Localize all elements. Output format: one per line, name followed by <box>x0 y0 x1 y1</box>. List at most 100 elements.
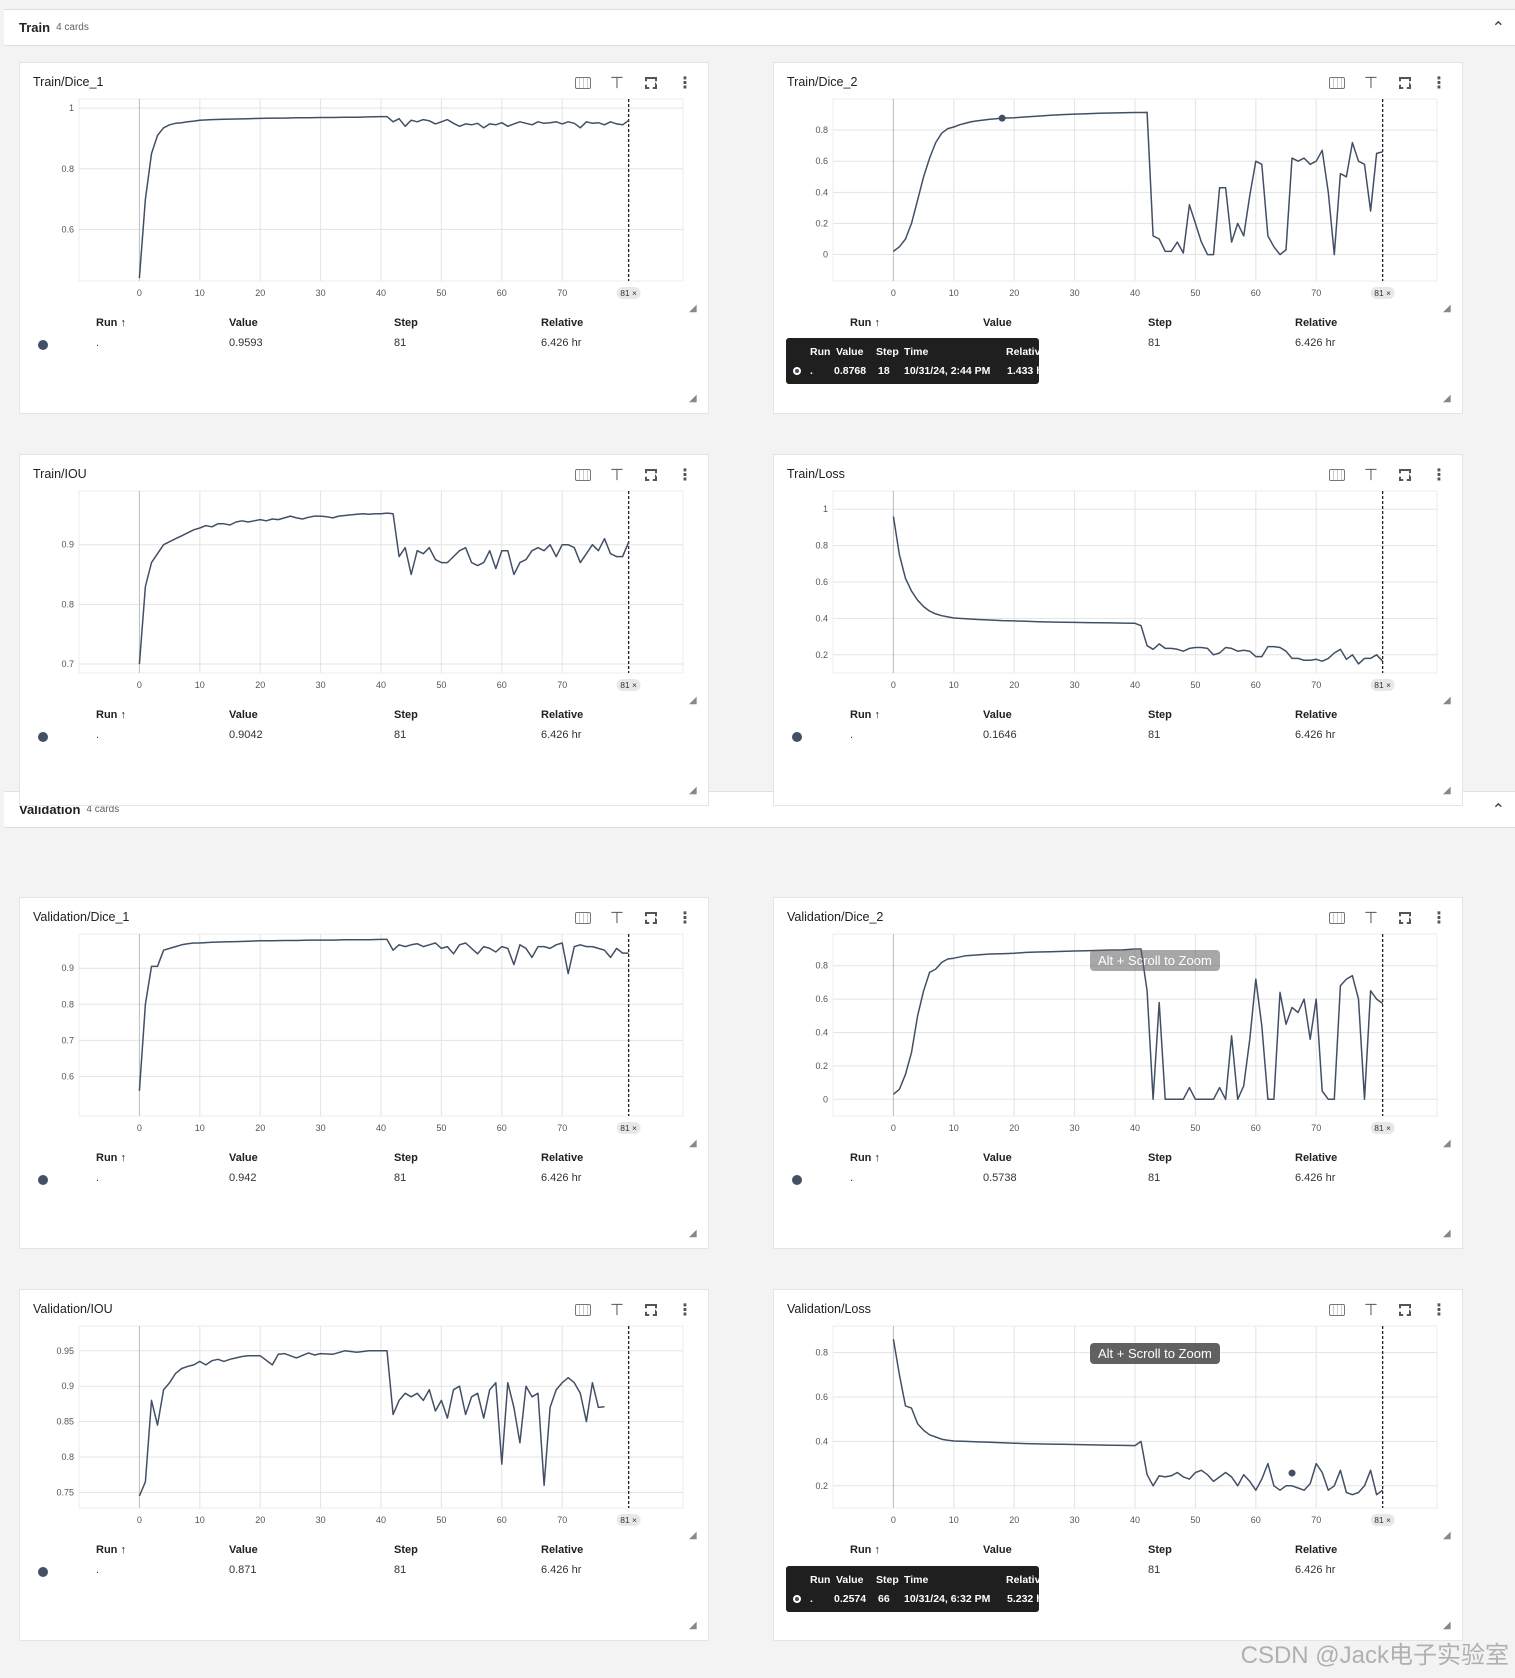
run-color-dot-icon <box>38 1175 48 1185</box>
y-tick-label: 0.8 <box>61 599 74 609</box>
col-value[interactable]: Value <box>229 1544 258 1556</box>
tooltip-run-dot-icon <box>793 1595 801 1603</box>
chart-resize-handle-icon[interactable]: ◢ <box>689 695 697 706</box>
run-table-header: Run ↑ Value Step Relative <box>20 317 708 333</box>
col-run[interactable]: Run ↑ <box>96 709 126 721</box>
run-value: 0.871 <box>229 1564 257 1576</box>
col-step[interactable]: Step <box>1148 1152 1172 1164</box>
chart-resize-handle-icon[interactable]: ◢ <box>689 303 697 314</box>
more-options-icon[interactable]: ⋮ <box>1431 1302 1447 1319</box>
pin-icon[interactable]: ⊤ <box>610 1302 624 1319</box>
col-run[interactable]: Run ↑ <box>96 1152 126 1164</box>
col-value[interactable]: Value <box>983 317 1012 329</box>
toggle-data-button[interactable] <box>1326 73 1348 93</box>
series-line <box>892 1339 1384 1496</box>
col-step[interactable]: Step <box>1148 1544 1172 1556</box>
pin-icon[interactable]: ⊤ <box>610 75 624 92</box>
card-resize-handle-icon[interactable]: ◢ <box>1443 1620 1451 1631</box>
expand-icon <box>1399 469 1411 481</box>
col-run[interactable]: Run ↑ <box>96 1544 126 1556</box>
toggle-data-button[interactable] <box>1326 908 1348 928</box>
col-step[interactable]: Step <box>394 1152 418 1164</box>
col-run[interactable]: Run ↑ <box>850 317 880 329</box>
card-resize-handle-icon[interactable]: ◢ <box>689 393 697 404</box>
run-row: . 0.9593 81 6.426 hr <box>20 337 708 353</box>
col-run[interactable]: Run ↑ <box>96 317 126 329</box>
chart-resize-handle-icon[interactable]: ◢ <box>689 1530 697 1541</box>
col-relative[interactable]: Relative <box>541 709 584 721</box>
more-options-icon[interactable]: ⋮ <box>1431 75 1447 92</box>
collapse-chevron-icon[interactable]: ⌃ <box>1491 802 1505 819</box>
col-value[interactable]: Value <box>229 317 258 329</box>
col-step[interactable]: Step <box>394 317 418 329</box>
more-options-icon[interactable]: ⋮ <box>677 1302 693 1319</box>
toggle-data-button[interactable] <box>1326 1300 1348 1320</box>
x-tick-label: 40 <box>376 1123 386 1133</box>
chart-resize-handle-icon[interactable]: ◢ <box>1443 1138 1451 1149</box>
chart-resize-handle-icon[interactable]: ◢ <box>1443 1530 1451 1541</box>
toggle-data-button[interactable] <box>1326 465 1348 485</box>
card-resize-handle-icon[interactable]: ◢ <box>689 1620 697 1631</box>
col-value[interactable]: Value <box>229 1152 258 1164</box>
chart-resize-handle-icon[interactable]: ◢ <box>689 1138 697 1149</box>
col-relative[interactable]: Relative <box>541 317 584 329</box>
pin-icon[interactable]: ⊤ <box>1364 910 1378 927</box>
chart-resize-handle-icon[interactable]: ◢ <box>1443 303 1451 314</box>
tooltip-run-header: Run <box>810 346 831 358</box>
series-line <box>138 512 630 665</box>
section-header-train[interactable]: Train 4 cards ⌃ <box>4 9 1515 46</box>
col-value[interactable]: Value <box>983 1544 1012 1556</box>
more-options-icon[interactable]: ⋮ <box>677 467 693 484</box>
chart-resize-handle-icon[interactable]: ◢ <box>1443 695 1451 706</box>
card-resize-handle-icon[interactable]: ◢ <box>689 785 697 796</box>
col-step[interactable]: Step <box>1148 709 1172 721</box>
col-relative[interactable]: Relative <box>541 1544 584 1556</box>
pin-icon[interactable]: ⊤ <box>1364 75 1378 92</box>
more-options-icon[interactable]: ⋮ <box>1431 467 1447 484</box>
col-relative[interactable]: Relative <box>1295 709 1338 721</box>
card-resize-handle-icon[interactable]: ◢ <box>1443 785 1451 796</box>
col-step[interactable]: Step <box>394 709 418 721</box>
more-options-icon[interactable]: ⋮ <box>677 75 693 92</box>
more-options-icon[interactable]: ⋮ <box>677 910 693 927</box>
fullscreen-button[interactable] <box>640 73 662 93</box>
fullscreen-button[interactable] <box>1394 465 1416 485</box>
line-chart: 0.2 0.4 0.6 0.8 0 10 20 30 40 50 60 70 81 × <box>815 1325 1438 1526</box>
card-resize-handle-icon[interactable]: ◢ <box>1443 1228 1451 1239</box>
fullscreen-button[interactable] <box>1394 1300 1416 1320</box>
col-value[interactable]: Value <box>229 709 258 721</box>
pin-icon[interactable]: ⊤ <box>1364 467 1378 484</box>
data-table-icon <box>575 912 591 924</box>
series-line <box>138 938 629 1091</box>
col-step[interactable]: Step <box>394 1544 418 1556</box>
col-step[interactable]: Step <box>1148 317 1172 329</box>
pin-icon[interactable]: ⊤ <box>1364 1302 1378 1319</box>
fullscreen-button[interactable] <box>1394 908 1416 928</box>
col-value[interactable]: Value <box>983 709 1012 721</box>
y-tick-label: 0.6 <box>815 994 828 1004</box>
fullscreen-button[interactable] <box>640 908 662 928</box>
col-value[interactable]: Value <box>983 1152 1012 1164</box>
tooltip-value-header: Value <box>836 346 864 358</box>
collapse-chevron-icon[interactable]: ⌃ <box>1491 20 1505 37</box>
fullscreen-button[interactable] <box>640 465 662 485</box>
col-run[interactable]: Run ↑ <box>850 709 880 721</box>
data-table-icon <box>575 77 591 89</box>
more-options-icon[interactable]: ⋮ <box>1431 910 1447 927</box>
card-resize-handle-icon[interactable]: ◢ <box>689 1228 697 1239</box>
card-resize-handle-icon[interactable]: ◢ <box>1443 393 1451 404</box>
col-relative[interactable]: Relative <box>1295 1544 1338 1556</box>
pin-icon[interactable]: ⊤ <box>610 467 624 484</box>
col-relative[interactable]: Relative <box>541 1152 584 1164</box>
toggle-data-button[interactable] <box>572 73 594 93</box>
toggle-data-button[interactable] <box>572 908 594 928</box>
pin-icon[interactable]: ⊤ <box>610 910 624 927</box>
fullscreen-button[interactable] <box>640 1300 662 1320</box>
fullscreen-button[interactable] <box>1394 73 1416 93</box>
col-run[interactable]: Run ↑ <box>850 1152 880 1164</box>
col-relative[interactable]: Relative <box>1295 317 1338 329</box>
col-run[interactable]: Run ↑ <box>850 1544 880 1556</box>
toggle-data-button[interactable] <box>572 1300 594 1320</box>
col-relative[interactable]: Relative <box>1295 1152 1338 1164</box>
toggle-data-button[interactable] <box>572 465 594 485</box>
